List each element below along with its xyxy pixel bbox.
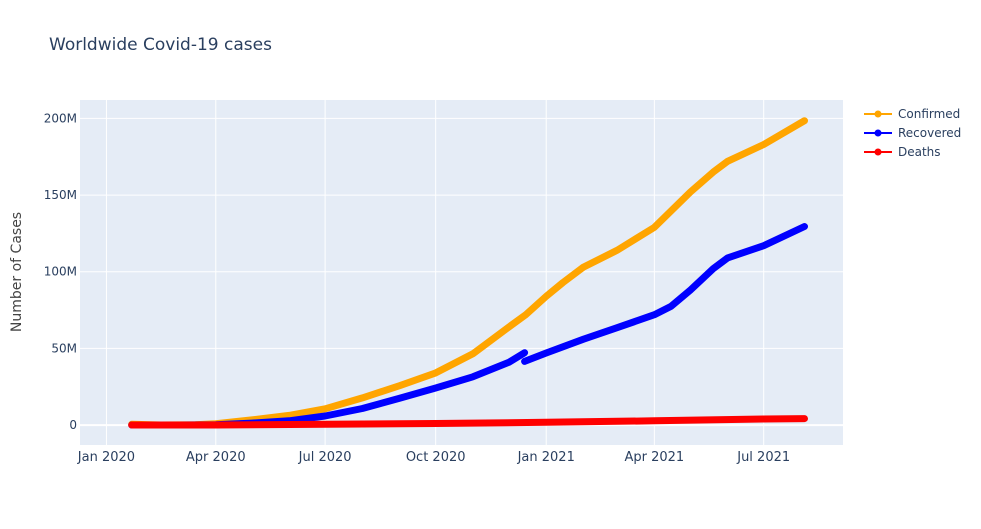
x-tick-label: Oct 2020 [406,450,466,465]
y-tick-label: 100M [44,265,77,279]
legend-marker-swatch [874,110,882,118]
legend-marker-swatch [874,148,882,156]
series-deaths [128,415,808,429]
y-axis-label: Number of Cases [9,212,25,332]
legend-label: Confirmed [898,107,960,121]
x-tick-label: Jul 2021 [736,450,790,465]
y-tick-label: 200M [44,111,77,125]
legend-item-deaths[interactable]: Deaths [864,145,941,159]
x-tick-label: Jan 2021 [517,450,575,465]
chart-title: Worldwide Covid-19 cases [49,35,272,55]
tick-label-layer: Jan 2020 Apr 2020 Jul 2020 Oct 2020 Jan 2021… [44,111,790,465]
series-layer [128,117,808,429]
y-tick-label: 150M [44,188,77,202]
legend-item-recovered[interactable]: Recovered [864,126,961,140]
x-tick-label: Apr 2020 [186,450,246,465]
legend-marker-swatch [874,129,882,137]
series-line-deaths [128,415,808,429]
series-line-recovered [521,223,808,365]
legend-label: Recovered [898,126,961,140]
x-tick-label: Jan 2020 [77,450,135,465]
plot-area [80,100,843,445]
y-tick-label: 0 [69,418,77,432]
y-tick-label: 50M [51,341,77,355]
x-tick-label: Apr 2021 [624,450,684,465]
legend-item-confirmed[interactable]: Confirmed [864,107,960,121]
legend-label: Deaths [898,145,941,159]
legend[interactable]: Confirmed Recovered Deaths [864,107,961,159]
x-tick-label: Jul 2020 [298,450,352,465]
